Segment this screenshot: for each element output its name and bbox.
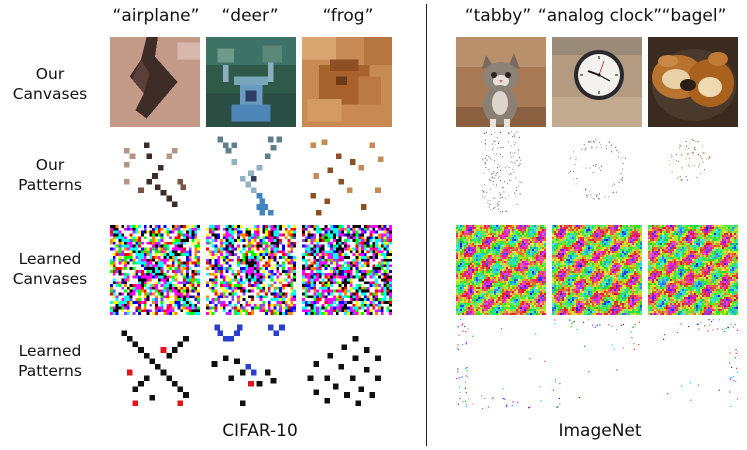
row-label-line: Canvases — [12, 85, 88, 103]
row-label-line: Patterns — [18, 176, 82, 194]
our-pattern-deer — [206, 131, 296, 221]
learned-canvas-tabby — [456, 225, 546, 315]
row-label-line: Canvases — [12, 270, 88, 288]
learned-pattern-deer — [206, 319, 296, 409]
column-label-airplane: “airplane” — [112, 6, 200, 26]
section-label-imagenet: ImageNet — [558, 421, 642, 441]
our-canvas-analog-clock — [552, 37, 642, 127]
row-label-our-patterns: Our Patterns — [0, 155, 100, 195]
row-label-line: Our — [35, 65, 65, 83]
our-canvas-tabby — [456, 37, 546, 127]
our-canvas-airplane — [110, 37, 200, 127]
learned-canvas-bagel — [648, 225, 738, 315]
learned-canvas-analog-clock — [552, 225, 642, 315]
learned-pattern-frog — [302, 319, 392, 409]
section-divider — [426, 4, 427, 446]
learned-canvas-deer — [206, 225, 296, 315]
row-label-line: Learned — [18, 250, 82, 268]
our-pattern-bagel — [648, 131, 738, 221]
row-label-our-canvases: Our Canvases — [0, 64, 100, 104]
row-label-line: Learned — [18, 342, 82, 360]
learned-pattern-bagel — [648, 319, 738, 409]
row-label-learned-canvases: Learned Canvases — [0, 249, 100, 289]
column-label-analog-clock: “analog clock” — [537, 6, 663, 26]
our-canvas-frog — [302, 37, 392, 127]
our-pattern-airplane — [110, 131, 200, 221]
column-label-frog: “frog” — [322, 6, 374, 26]
learned-pattern-analog-clock — [552, 319, 642, 409]
our-canvas-bagel — [648, 37, 738, 127]
column-label-bagel: “bagel” — [661, 6, 727, 26]
row-label-line: Our — [35, 156, 65, 174]
our-pattern-analog-clock — [552, 131, 642, 221]
column-label-tabby: “tabby” — [464, 6, 532, 26]
section-label-cifar10: CIFAR-10 — [222, 421, 298, 441]
learned-pattern-airplane — [110, 319, 200, 409]
our-canvas-deer — [206, 37, 296, 127]
our-pattern-tabby — [456, 131, 546, 221]
learned-canvas-airplane — [110, 225, 200, 315]
learned-canvas-frog — [302, 225, 392, 315]
row-label-learned-patterns: Learned Patterns — [0, 341, 100, 381]
row-label-line: Patterns — [18, 362, 82, 380]
learned-pattern-tabby — [456, 319, 546, 409]
column-label-deer: “deer” — [221, 6, 279, 26]
our-pattern-frog — [302, 131, 392, 221]
